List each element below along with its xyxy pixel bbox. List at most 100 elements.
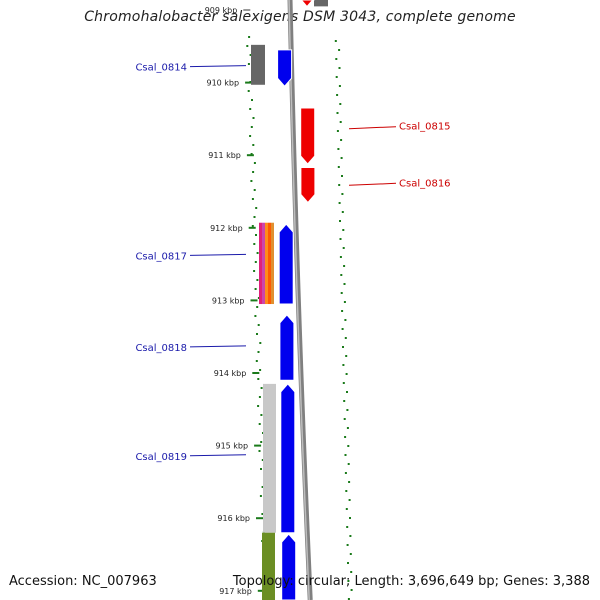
- gc-dot: [251, 225, 254, 227]
- feature-block-olive: [262, 532, 275, 600]
- gc-dot: [257, 405, 260, 407]
- gc-dot: [344, 319, 347, 321]
- topology-summary: Topology: circular; Length: 3,696,649 bp…: [232, 574, 590, 589]
- gc-dot: [261, 486, 264, 488]
- gc-dot: [343, 400, 346, 402]
- genome-backbone: [287, 0, 313, 600]
- gc-dot: [256, 333, 258, 335]
- gc-dot: [338, 49, 341, 51]
- gene-arrow-csal-0814: [277, 49, 293, 87]
- gc-dot: [344, 454, 347, 456]
- gc-dot: [246, 45, 249, 47]
- gc-dot: [347, 598, 350, 600]
- gc-dot: [338, 67, 341, 69]
- ruler-tick: [243, 9, 251, 11]
- gc-dot: [350, 571, 353, 573]
- gc-dot: [253, 162, 256, 164]
- gc-dots: [246, 36, 353, 600]
- feature-block-gray-top: [314, 0, 328, 7]
- gc-dot: [343, 265, 346, 267]
- gene-label-csal-0817: Csal_0817: [135, 251, 187, 262]
- gc-dot: [342, 247, 345, 249]
- gc-dot: [341, 310, 344, 312]
- gene-arrow-csal-0813: [299, 0, 315, 8]
- gene-arrow-csal-0815: [300, 107, 316, 165]
- gene-arrow-csal-0820: [281, 533, 297, 600]
- gc-dot: [251, 99, 253, 101]
- accession-text: Accession: NC_007963: [9, 574, 157, 589]
- ruler-tick: [246, 154, 254, 157]
- gene-labels: Csal_0814 Csal_0815 Csal_0816 Csal_0817 Csal…: [135, 63, 450, 463]
- feature-block-multicolor: [268, 222, 271, 305]
- gc-dot: [253, 270, 256, 272]
- feature-block-multicolor: [259, 222, 262, 305]
- gc-dot: [339, 103, 342, 105]
- gene-label-csal-0816: Csal_0816: [399, 178, 451, 189]
- gene-label-leader: [189, 345, 247, 348]
- gc-dot: [336, 130, 339, 132]
- gene-label-leader: [189, 454, 247, 457]
- feature-block-lightgray: [263, 383, 276, 533]
- gc-dot: [339, 121, 342, 123]
- gc-dot: [253, 189, 256, 191]
- ruler-tick: [254, 444, 262, 447]
- gc-dot: [342, 382, 345, 384]
- gene-arrow-csal-0817: [278, 223, 294, 305]
- gc-dot: [342, 229, 345, 231]
- gc-dot: [252, 144, 255, 146]
- ruler-tick: [252, 372, 260, 374]
- ruler-tick-label: 914 kbp: [214, 369, 247, 378]
- gc-dot: [259, 342, 262, 344]
- gc-dot: [343, 418, 346, 420]
- gc-dot: [339, 238, 342, 240]
- gc-dot: [255, 360, 258, 362]
- gc-dot: [253, 243, 256, 245]
- gc-dot: [341, 193, 344, 195]
- gc-dot: [348, 481, 351, 483]
- gc-dot: [254, 261, 257, 263]
- ruler-tick: [245, 81, 253, 84]
- gc-dot: [255, 207, 258, 209]
- gc-dot: [253, 216, 256, 218]
- gc-dot: [247, 90, 250, 92]
- ruler-tick-label: 909 kbp: [205, 6, 238, 15]
- gc-dot: [259, 369, 262, 371]
- gc-dot: [344, 472, 347, 474]
- gc-dot: [248, 36, 251, 38]
- gc-dot: [340, 157, 343, 159]
- gc-dot: [260, 414, 263, 416]
- gc-dot: [258, 450, 261, 452]
- gc-dot: [346, 526, 349, 528]
- ruler-ticks: 909 kbp 910 kbp 911 kbp 912 kbp 913 kbp 914 k…: [205, 6, 265, 596]
- gc-dot: [346, 409, 349, 411]
- gc-dot: [349, 535, 352, 537]
- gc-dot: [261, 459, 264, 461]
- ruler-tick-label: 915 kbp: [215, 442, 248, 451]
- feature-block-multicolor: [262, 222, 265, 305]
- gene-arrow-csal-0819: [280, 383, 296, 534]
- gc-dot: [348, 499, 351, 501]
- gc-dot: [345, 355, 348, 357]
- gc-dot: [347, 463, 350, 465]
- gc-dot: [249, 135, 252, 137]
- ruler-tick-label: 911 kbp: [208, 151, 241, 160]
- gene-label-leader: [189, 65, 247, 68]
- gc-dot: [343, 301, 346, 303]
- gene-label-csal-0819: Csal_0819: [135, 452, 187, 463]
- gc-dot: [256, 306, 259, 308]
- ruler-tick-label: 917 kbp: [219, 587, 252, 596]
- gene-label-leader: [189, 253, 247, 256]
- backbone-highlight: [288, 0, 310, 600]
- gc-dot: [347, 445, 350, 447]
- gc-dot: [342, 346, 344, 348]
- gc-dot: [338, 184, 341, 186]
- backbone-line: [287, 0, 313, 600]
- gc-dot: [252, 117, 255, 119]
- gene-arrow-csal-0818: [279, 314, 295, 381]
- feature-block-gray: [251, 44, 265, 85]
- gc-dot: [345, 490, 348, 492]
- gc-dot: [338, 202, 341, 204]
- gc-dot: [346, 544, 349, 546]
- gc-dot: [256, 279, 259, 281]
- gc-dot: [334, 40, 337, 42]
